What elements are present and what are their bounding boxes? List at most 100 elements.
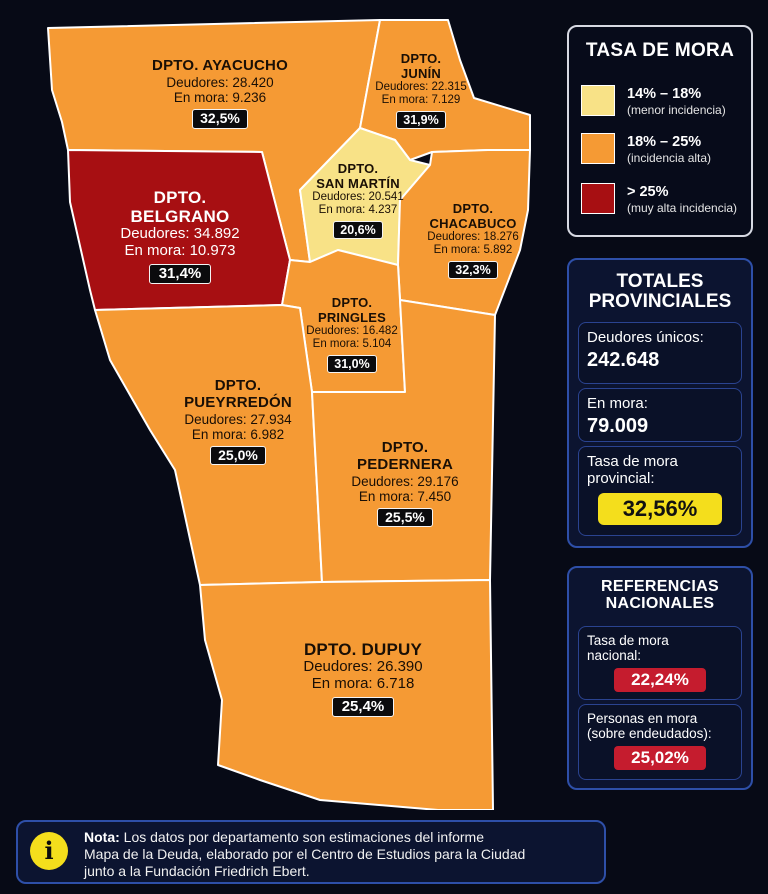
dept-name: PEDERNERA xyxy=(357,455,453,473)
note-text: Nota: Los datos por departamento son est… xyxy=(84,829,594,879)
legend-item-very-high: > 25% (muy alta incidencia) xyxy=(581,183,737,215)
references-title: REFERENCIAS NACIONALES xyxy=(569,578,751,613)
label-belgrano: DPTO. BELGRANO Deudores: 34.892 En mora:… xyxy=(100,188,260,285)
legend-range: 14% – 18% xyxy=(627,86,702,102)
legend-range: 18% – 25% xyxy=(627,134,702,150)
note-bold: Nota: xyxy=(84,829,120,845)
rate-badge: 31,9% xyxy=(396,110,446,129)
dept-name: DPTO. xyxy=(331,295,373,310)
legend-swatch-low xyxy=(581,85,615,116)
rate-badge: 20,6% xyxy=(333,220,383,239)
references-panel: REFERENCIAS NACIONALES Tasa de mora naci… xyxy=(567,566,753,790)
legend-panel: TASA DE MORA 14% – 18% (menor incidencia… xyxy=(567,25,753,237)
rate-badge: 25,4% xyxy=(331,696,395,718)
dept-name: DPTO. xyxy=(337,161,379,176)
nacional-label: Tasa de mora xyxy=(587,633,669,648)
tasa-box: Tasa de mora provincial: 32,56% xyxy=(578,446,742,536)
dept-name: DPTO. xyxy=(214,377,262,394)
dept-name: DPTO. xyxy=(381,439,429,456)
legend-desc: (menor incidencia) xyxy=(627,103,726,117)
deudores-value: 242.648 xyxy=(587,348,660,371)
dept-name: DPTO. xyxy=(153,188,207,207)
label-pedernera: DPTO. PEDERNERA Deudores: 29.176 En mora… xyxy=(340,439,470,528)
dept-mora: En mora: 7.129 xyxy=(381,93,461,106)
dept-name: PUEYRREDÓN xyxy=(184,393,292,411)
references-title-line1: REFERENCIAS xyxy=(601,578,719,595)
dept-deudores: Deudores: 16.482 xyxy=(306,325,398,338)
dept-mora: En mora: 5.104 xyxy=(312,337,392,350)
mora-box: En mora: 79.009 xyxy=(578,388,742,442)
dept-deudores: Deudores: 22.315 xyxy=(375,81,467,94)
personas-value: 25,02% xyxy=(614,745,706,770)
nacional-label: nacional: xyxy=(587,647,642,663)
info-icon: i xyxy=(30,832,68,870)
region-dupuy[interactable] xyxy=(199,579,494,810)
dept-mora: En mora: 4.237 xyxy=(318,203,398,216)
dept-name: DPTO. xyxy=(452,201,494,216)
dept-name: PRINGLES xyxy=(317,309,387,325)
legend-swatch-very-high xyxy=(581,183,615,214)
rate-badge: 32,3% xyxy=(448,260,498,279)
tasa-value: 32,56% xyxy=(598,493,722,525)
tasa-label: provincial: xyxy=(587,469,655,487)
province-map xyxy=(47,19,531,810)
dept-mora: En mora: 5.892 xyxy=(433,243,513,256)
note-box: i Nota: Los datos por departamento son e… xyxy=(16,820,606,884)
dept-mora: En mora: 6.982 xyxy=(191,426,285,442)
nacional-value: 22,24% xyxy=(614,667,706,692)
legend-range: > 25% xyxy=(627,184,669,200)
mora-label: En mora: xyxy=(587,395,648,412)
legend-item-low: 14% – 18% (menor incidencia) xyxy=(581,85,726,117)
label-sanmartin: DPTO. SAN MARTÍN Deudores: 20.541 En mor… xyxy=(308,161,408,239)
rate-badge: 25,5% xyxy=(377,507,433,528)
note-line1: Los datos por departamento son estimacio… xyxy=(119,829,484,845)
dept-name: BELGRANO xyxy=(130,207,230,227)
legend-title: TASA DE MORA xyxy=(585,40,735,61)
dept-deudores: Deudores: 29.176 xyxy=(351,473,459,489)
totals-panel: TOTALES PROVINCIALES Deudores únicos: 24… xyxy=(567,258,753,548)
dept-name: JUNÍN xyxy=(400,65,441,81)
label-pueyrredon: DPTO. PUEYRREDÓN Deudores: 27.934 En mor… xyxy=(168,377,308,466)
tasa-label: Tasa de mora xyxy=(587,453,678,470)
references-title-line2: NACIONALES xyxy=(605,594,715,612)
legend-swatch-high xyxy=(581,133,615,164)
personas-box: Personas en mora (sobre endeudados): 25,… xyxy=(578,704,742,780)
dept-deudores: Deudores: 34.892 xyxy=(120,225,240,243)
dept-name: CHACABUCO xyxy=(429,215,517,231)
legend-item-high: 18% – 25% (incidencia alta) xyxy=(581,133,711,165)
totals-title: TOTALES PROVINCIALES xyxy=(569,272,751,312)
dept-name: DPTO. DUPUY xyxy=(303,640,423,659)
note-line2: Mapa de la Deuda, elaborado por el Centr… xyxy=(84,845,526,862)
rate-badge: 32,5% xyxy=(192,109,248,129)
dept-mora: En mora: 7.450 xyxy=(358,488,452,504)
totals-title-line2: PROVINCIALES xyxy=(588,290,732,312)
rate-badge: 31,0% xyxy=(327,354,377,373)
nacional-box: Tasa de mora nacional: 22,24% xyxy=(578,626,742,700)
dept-deudores: Deudores: 28.420 xyxy=(166,74,274,90)
dept-deudores: Deudores: 27.934 xyxy=(184,411,292,427)
deudores-label: Deudores únicos: xyxy=(587,329,704,346)
rate-badge: 31,4% xyxy=(148,263,212,285)
personas-label: (sobre endeudados): xyxy=(587,725,712,741)
label-junin: DPTO. JUNÍN Deudores: 22.315 En mora: 7.… xyxy=(366,51,476,129)
legend-desc: (muy alta incidencia) xyxy=(627,201,738,215)
label-dupuy: DPTO. DUPUY Deudores: 26.390 En mora: 6.… xyxy=(288,640,438,718)
dept-mora: En mora: 10.973 xyxy=(124,241,236,259)
dept-mora: En mora: 9.236 xyxy=(173,89,267,105)
personas-label: Personas en mora xyxy=(587,711,698,726)
dept-deudores: Deudores: 26.390 xyxy=(303,658,423,676)
dept-deudores: Deudores: 18.276 xyxy=(427,231,519,244)
mora-value: 79.009 xyxy=(587,414,649,437)
dept-name: DPTO. AYACUCHO xyxy=(152,57,288,74)
dept-mora: En mora: 6.718 xyxy=(311,674,415,692)
deudores-box: Deudores únicos: 242.648 xyxy=(578,322,742,384)
label-chacabuco: DPTO. CHACABUCO Deudores: 18.276 En mora… xyxy=(418,201,528,279)
dept-name: DPTO. xyxy=(400,51,442,66)
rate-badge: 25,0% xyxy=(210,445,266,466)
totals-title-line1: TOTALES xyxy=(616,271,704,292)
dept-name: SAN MARTÍN xyxy=(316,175,400,191)
dept-deudores: Deudores: 20.541 xyxy=(312,191,404,204)
label-ayacucho: DPTO. AYACUCHO Deudores: 28.420 En mora:… xyxy=(135,57,305,129)
legend-desc: (incidencia alta) xyxy=(627,151,712,165)
label-pringles: DPTO. PRINGLES Deudores: 16.482 En mora:… xyxy=(302,295,402,373)
